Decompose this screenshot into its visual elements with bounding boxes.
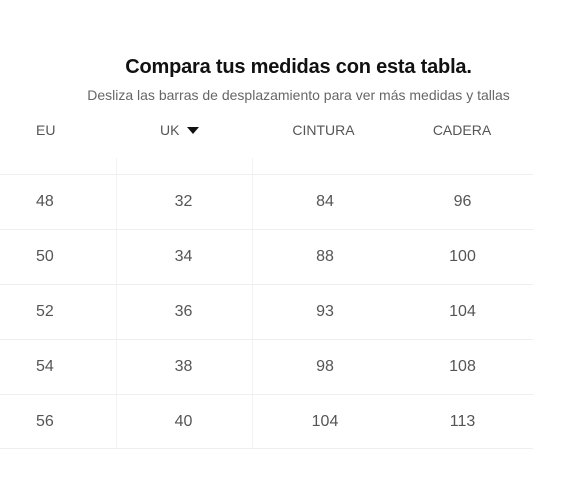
cell-uk: 34 (116, 230, 250, 284)
cell-cadera: 104 (449, 303, 476, 320)
cell-eu: 56 (36, 412, 54, 430)
cell-cintura: 84 (252, 175, 397, 229)
cell-cintura: 93 (252, 285, 397, 339)
table-row: 50 34 88 100 (0, 229, 533, 284)
cell-uk: 40 (116, 395, 250, 448)
cell-cintura: 104 (252, 395, 397, 448)
cell-eu: 50 (36, 248, 54, 265)
column-header-uk[interactable]: UK (160, 122, 200, 138)
column-header-eu: EU (36, 122, 56, 138)
column-header-cadera: CADERA (432, 122, 492, 138)
column-divider (252, 158, 253, 174)
column-divider (116, 158, 117, 174)
table-row: 52 36 93 104 (0, 284, 533, 339)
cell-cintura: 88 (252, 230, 397, 284)
table-row: 56 40 104 113 (0, 394, 533, 449)
column-header-uk-label: UK (160, 122, 180, 138)
cell-uk: 36 (116, 285, 250, 339)
caret-down-icon[interactable] (187, 126, 200, 134)
cell-cadera: 100 (449, 248, 476, 265)
cell-cadera: 96 (453, 193, 472, 210)
cell-cadera: 113 (449, 412, 476, 430)
table-row: 54 38 98 108 (0, 339, 533, 394)
cell-cadera: 108 (449, 358, 476, 375)
table-header-row: EU UK CINTURA CADERA (0, 118, 533, 174)
cell-eu: 48 (36, 193, 54, 210)
column-header-cintura: CINTURA (292, 122, 355, 138)
cell-uk: 32 (116, 175, 250, 229)
cell-eu: 54 (36, 358, 54, 375)
cell-cintura: 98 (252, 340, 397, 394)
size-table-subtitle: Desliza las barras de desplazamiento par… (87, 87, 510, 103)
size-table-body: 48 32 84 96 50 34 88 100 52 36 93 104 54… (0, 174, 533, 449)
table-row: 48 32 84 96 (0, 174, 533, 229)
size-table-title: Compara tus medidas con esta tabla. (125, 56, 472, 78)
cell-eu: 52 (36, 303, 54, 320)
cell-uk: 38 (116, 340, 250, 394)
